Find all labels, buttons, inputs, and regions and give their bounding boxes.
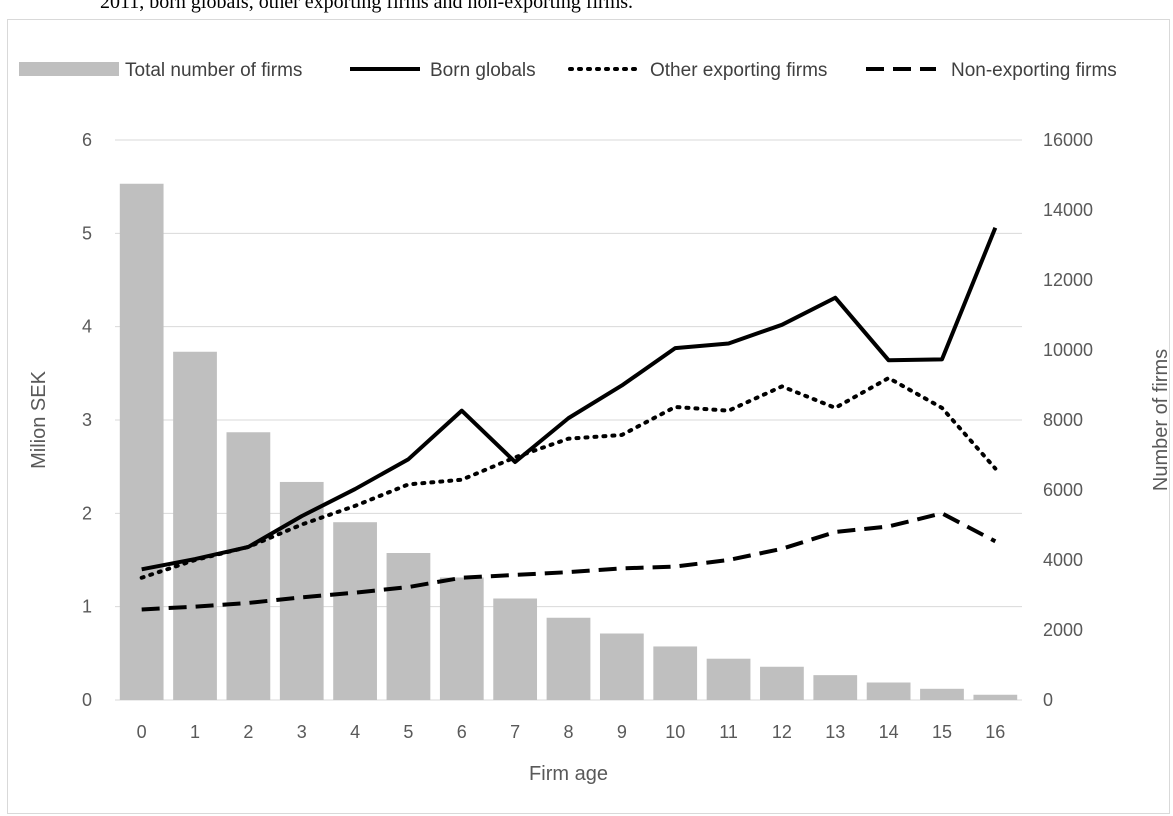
y-tick-label: 5: [82, 223, 92, 243]
x-tick-label: 13: [825, 722, 845, 742]
x-tick-label: 2: [243, 722, 253, 742]
x-tick-label: 3: [297, 722, 307, 742]
x-tick-label: 8: [563, 722, 573, 742]
x-tick-label: 15: [932, 722, 952, 742]
legend: Total number of firms Born globals Other e…: [19, 60, 1117, 81]
y2-tick-label: 14000: [1043, 200, 1093, 220]
y2-tick-label: 8000: [1043, 410, 1083, 430]
x-tick-label: 7: [510, 722, 520, 742]
x-tick-label: 12: [772, 722, 792, 742]
bar: [546, 617, 591, 700]
bar: [866, 682, 911, 700]
legend-label: Born globals: [430, 60, 536, 81]
x-tick-label: 6: [457, 722, 467, 742]
bar: [226, 432, 271, 700]
legend-label: Other exporting firms: [650, 60, 827, 81]
bar: [333, 522, 377, 700]
bar: [760, 666, 804, 700]
bar: [386, 553, 431, 700]
bar: [173, 351, 217, 700]
legend-label: Non-exporting firms: [951, 60, 1117, 81]
y2-tick-label: 0: [1043, 690, 1053, 710]
left-axis-title: Milion SEK: [28, 370, 50, 468]
x-tick-label: 4: [350, 722, 360, 742]
x-tick-label: 5: [403, 722, 413, 742]
bar: [119, 183, 164, 700]
x-tick-label: 10: [665, 722, 685, 742]
y-tick-label: 4: [82, 317, 92, 337]
bar: [813, 675, 858, 700]
x-tick-label: 0: [137, 722, 147, 742]
y2-tick-label: 4000: [1043, 550, 1083, 570]
legend-swatch: [19, 62, 119, 76]
y-tick-label: 1: [82, 597, 92, 617]
y-tick-label: 2: [82, 503, 92, 523]
x-tick-label: 1: [190, 722, 200, 742]
legend-label: Total number of firms: [125, 60, 302, 81]
y2-tick-label: 6000: [1043, 480, 1083, 500]
right-axis-ticks: 0 2000 4000 6000 8000 10000 12000 14000 16000: [1043, 130, 1093, 710]
bar: [599, 633, 644, 700]
bar: [973, 694, 1018, 700]
bar-series: [119, 183, 1018, 700]
left-axis-ticks: 0 1 2 3 4 5 6: [82, 130, 92, 710]
bar: [920, 688, 964, 700]
bar: [493, 598, 538, 700]
y2-tick-label: 2000: [1043, 620, 1083, 640]
bar: [653, 646, 698, 700]
y2-tick-label: 10000: [1043, 340, 1093, 360]
x-tick-label: 11: [719, 722, 738, 742]
right-axis-title: Number of firms: [1150, 349, 1172, 491]
chart-frame: [7, 19, 1170, 814]
y-tick-label: 6: [82, 130, 92, 150]
series-line: [141, 226, 998, 572]
line-series: [139, 226, 998, 612]
y2-tick-label: 16000: [1043, 130, 1093, 150]
x-tick-label: 16: [985, 722, 1005, 742]
series-line: [141, 511, 997, 612]
y2-tick-label: 12000: [1043, 270, 1093, 290]
y-tick-label: 0: [82, 690, 92, 710]
y-tick-label: 3: [82, 410, 92, 430]
x-axis-title: Firm age: [529, 763, 608, 785]
x-tick-label: 14: [879, 722, 899, 742]
bar: [706, 658, 751, 700]
bar: [439, 577, 484, 700]
x-tick-label: 9: [617, 722, 627, 742]
figure-caption: 2011, born globals, other exporting firm…: [100, 0, 634, 13]
x-axis-ticks: 0 1 2 3 4 5 6 7 8 9 10 11 12 13 14 15 16: [137, 722, 1006, 742]
series-line: [139, 376, 998, 580]
